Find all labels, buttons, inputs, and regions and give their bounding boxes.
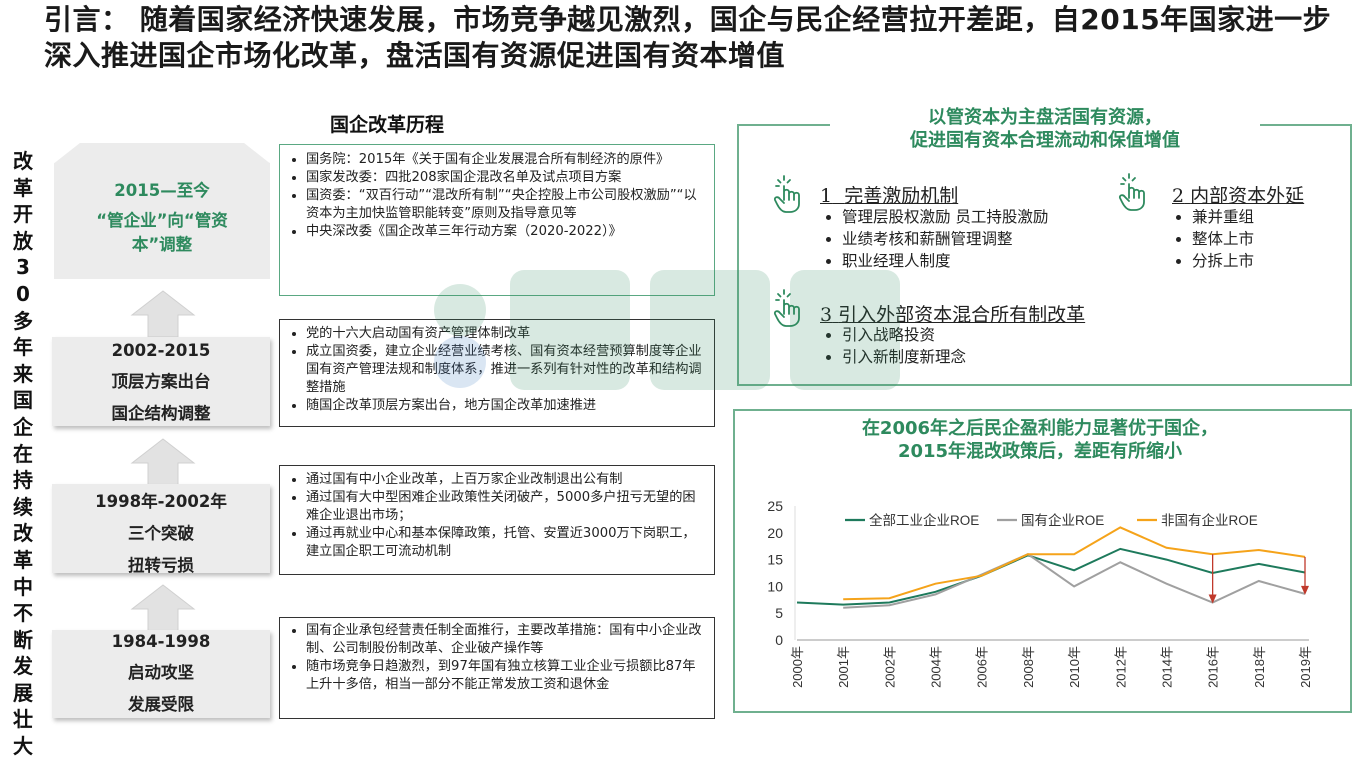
stage-2015-present: 2015—至今 “管企业”向“管资 本”调整	[54, 143, 270, 279]
y-tick-label: 25	[767, 498, 783, 514]
heading-line: 2015年混改政策后，差距有所缩小	[897, 441, 1183, 462]
measure-points: 管理层股权激励 员工持股激励 业绩考核和薪酬管理调整 职业经理人制度	[822, 206, 1048, 272]
roe-chart-heading: 在2006年之后民企盈利能力显著优于国企， 2015年混改政策后，差距有所缩小	[820, 417, 1260, 463]
measure-points: 兼并重组 整体上市 分拆上市	[1172, 206, 1254, 272]
y-tick-label: 5	[775, 605, 783, 621]
tap-hand-icon	[1118, 173, 1145, 211]
series-line	[843, 553, 1306, 609]
legend-label: 国有企业ROE	[1021, 512, 1104, 528]
x-tick-label: 2004年	[929, 646, 944, 688]
measure-title: 1 完善激励机制	[820, 181, 958, 208]
stage-desc: 国企结构调整	[111, 404, 211, 423]
stage-desc: 扭转亏损	[128, 556, 194, 575]
stage-desc: 发展受限	[128, 695, 194, 714]
series-line	[843, 526, 1306, 601]
measure-points: 引入战略投资 引入新制度新理念	[822, 324, 966, 368]
up-arrow-icon	[130, 290, 196, 338]
page-title: 引言： 随着国家经济快速发展，市场竞争越见激烈，国企与民企经营拉开差距，自201…	[44, 3, 1332, 72]
x-tick-label: 2014年	[1159, 646, 1174, 688]
stage-notes-2002: 党的十六大启动国有资产管理体制改革 成立国资委，建立企业经营业绩考核、国有资本经…	[279, 319, 715, 427]
gap-arrow-head	[1301, 585, 1309, 595]
note-item: 成立国资委，建立企业经营业绩考核、国有资本经营预算制度等企业国有资产管理法规和制…	[306, 343, 708, 397]
x-tick-label: 2008年	[1021, 646, 1036, 688]
x-tick-label: 2016年	[1206, 646, 1221, 688]
vertical-side-title: 改革开放30多年来国企在持续改革中不断发展壮大	[13, 149, 33, 759]
y-tick-label: 20	[767, 525, 783, 541]
x-tick-label: 2018年	[1252, 646, 1267, 688]
y-tick-label: 15	[767, 552, 783, 568]
tap-hand-icon	[773, 289, 800, 327]
heading-line: 以管资本为主盘活国有资源，	[928, 107, 1162, 128]
measure-point: 引入战略投资	[842, 324, 966, 346]
measure-point: 整体上市	[1192, 228, 1254, 250]
stage-period: 1998年-2002年	[95, 492, 227, 511]
note-item: 通过再就业中心和基本保障政策，托管、安置近3000万下岗职工，建立国企职工可流动…	[306, 525, 708, 561]
note-item: 国有企业承包经营责任制全面推行，主要改革措施：国有中小企业改制、公司制股份制改革…	[306, 622, 708, 658]
legend-label: 全部工业企业ROE	[869, 512, 979, 528]
measure-point: 职业经理人制度	[842, 250, 1048, 272]
measure-point: 管理层股权激励 员工持股激励	[842, 206, 1048, 228]
x-tick-label: 2019年	[1298, 646, 1313, 688]
measure-title-text: 内部资本外延	[1190, 185, 1305, 207]
roe-line-chart: 0 5 10 15 20 25 2000年 2001年 2002年 2004年 2006年 2008年…	[767, 498, 1313, 688]
stage-notes-1984: 国有企业承包经营责任制全面推行，主要改革措施：国有中小企业改制、公司制股份制改革…	[279, 617, 715, 719]
note-item: 随市场竞争日趋激烈，到97年国有独立核算工业企业亏损额比87年上升十多倍，相当一…	[306, 658, 708, 694]
stage-period: 2015—至今	[114, 181, 210, 200]
note-item: 国资委：“双百行动”“混改所有制”“央企控股上市公司股权激励”“以资本为主加快监…	[306, 187, 708, 223]
roe-chart-box	[733, 409, 1352, 713]
measure-point: 业绩考核和薪酬管理调整	[842, 228, 1048, 250]
stage-desc: 三个突破	[128, 524, 194, 543]
heading-line: 促进国有资本合理流动和保值增值	[910, 130, 1180, 151]
measure-title: 3 引入外部资本混合所有制改革	[820, 300, 1085, 327]
history-heading: 国企改革历程	[330, 114, 445, 136]
up-arrow-icon	[130, 438, 196, 486]
note-item: 国家发改委：四批208家国企混改名单及试点项目方案	[306, 169, 708, 187]
measure-number: 1	[820, 185, 833, 207]
stage-period: 2002-2015	[111, 341, 211, 360]
measure-title-text: 引入外部资本混合所有制改革	[838, 304, 1086, 326]
tap-hand-icon	[773, 175, 800, 213]
x-tick-label: 2001年	[836, 646, 851, 688]
note-item: 通过国有大中型困难企业政策性关闭破产，5000多户扭亏无望的困难企业退出市场；	[306, 489, 708, 525]
stage-desc: 本”调整	[131, 235, 193, 254]
watermark-logo	[434, 270, 900, 390]
x-tick-label: 2002年	[882, 646, 897, 688]
stage-1998-2002: 1998年-2002年 三个突破 扭转亏损	[52, 484, 270, 575]
stage-desc: 启动攻坚	[128, 663, 194, 682]
note-item: 通过国有中小企业改革，上百万家企业改制退出公有制	[306, 471, 708, 489]
y-tick-label: 0	[775, 632, 783, 648]
measure-number: 3	[820, 304, 832, 326]
stage-desc: “管企业”向“管资	[96, 211, 228, 230]
reform-measures-heading: 以管资本为主盘活国有资源， 促进国有资本合理流动和保值增值	[830, 106, 1260, 152]
up-arrow-icon	[130, 584, 196, 632]
stage-1984-1998: 1984-1998 启动攻坚 发展受限	[52, 630, 270, 718]
note-item: 党的十六大启动国有资产管理体制改革	[306, 325, 708, 343]
heading-line: 在2006年之后民企盈利能力显著优于国企，	[861, 418, 1219, 439]
series-line	[796, 547, 1306, 606]
x-tick-label: 2012年	[1113, 646, 1128, 688]
measure-point: 兼并重组	[1192, 206, 1254, 228]
note-item: 中央深改委《国企改革三年行动方案（2020-2022）》	[306, 223, 708, 241]
x-tick-label: 2000年	[790, 646, 805, 688]
stage-period: 1984-1998	[111, 632, 211, 651]
stage-desc: 顶层方案出台	[111, 372, 211, 391]
stage-2002-2015: 2002-2015 顶层方案出台 国企结构调整	[52, 337, 270, 426]
y-tick-label: 10	[767, 578, 783, 594]
measure-title-text: 完善激励机制	[844, 185, 959, 207]
measure-number: 2	[1172, 185, 1185, 207]
gap-arrow-head	[1208, 594, 1217, 604]
legend-label: 非国有企业ROE	[1161, 512, 1258, 528]
stage-notes-1998: 通过国有中小企业改革，上百万家企业改制退出公有制 通过国有大中型困难企业政策性关…	[279, 465, 715, 575]
stage-notes-2015: 国务院：2015年《关于国有企业发展混合所有制经济的原件》 国家发改委：四批20…	[279, 144, 715, 296]
measure-point: 分拆上市	[1192, 250, 1254, 272]
x-tick-label: 2006年	[975, 646, 990, 688]
measure-point: 引入新制度新理念	[842, 346, 966, 368]
note-item: 随国企改革顶层方案出台，地方国企改革加速推进	[306, 397, 708, 415]
note-item: 国务院：2015年《关于国有企业发展混合所有制经济的原件》	[306, 151, 708, 169]
measure-title: 2 内部资本外延	[1172, 181, 1304, 208]
x-tick-label: 2010年	[1067, 646, 1082, 688]
